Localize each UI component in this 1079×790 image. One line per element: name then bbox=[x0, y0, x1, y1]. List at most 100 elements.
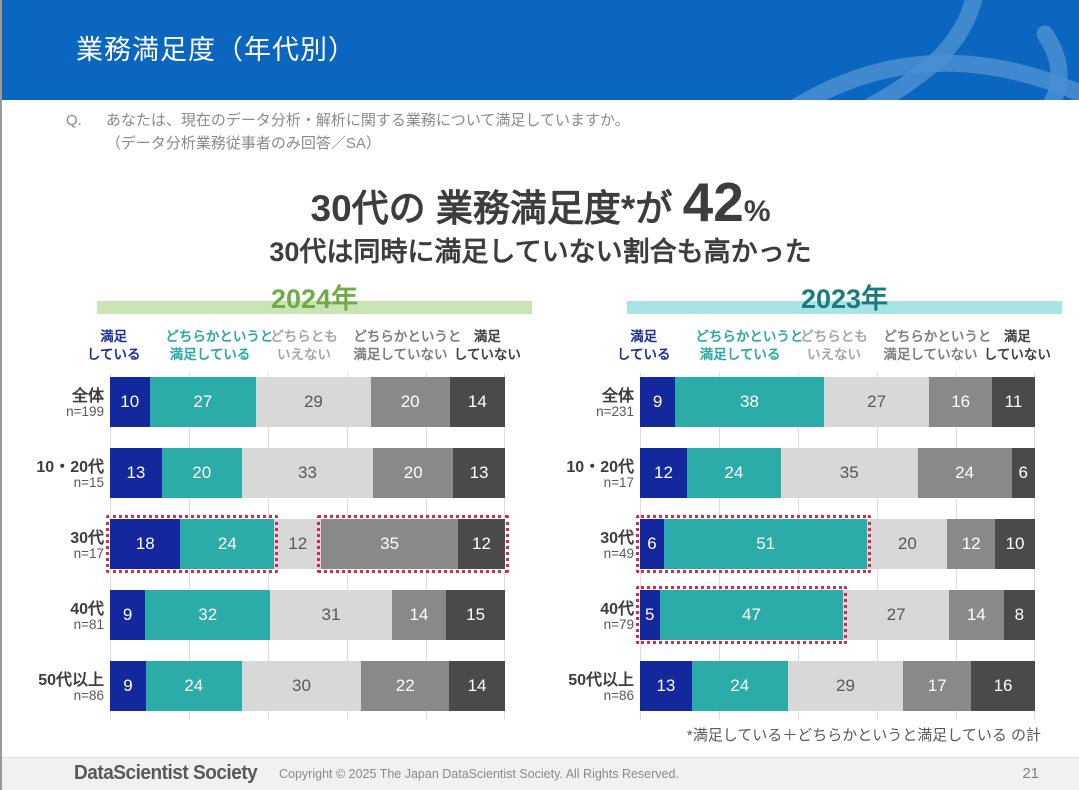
table-row: 全体 n=199 10 27 29 20 14 bbox=[62, 377, 532, 427]
sample-size-label: n=49 bbox=[603, 546, 634, 561]
category-label: 全体 bbox=[71, 388, 104, 405]
legend-label-line1: 満足 bbox=[100, 329, 128, 344]
bar-segment: 24 bbox=[180, 519, 275, 569]
bar-segment: 27 bbox=[149, 377, 257, 427]
legend-label-line1: どちらかというと bbox=[353, 329, 462, 344]
bar-segment: 9 bbox=[110, 661, 146, 711]
bar-segment: 27 bbox=[843, 590, 949, 640]
legend-label-line1: 満足 bbox=[630, 329, 658, 344]
legend-label-line2: いえない bbox=[277, 346, 332, 362]
copyright-text: Copyright © 2025 The Japan DataScientist… bbox=[279, 767, 679, 781]
category-label: 10・20代 bbox=[566, 459, 634, 476]
page-number: 21 bbox=[1022, 765, 1039, 782]
bar-segment: 24 bbox=[145, 661, 242, 711]
legend-label-line1: 満足 bbox=[473, 329, 501, 344]
legend-item: 満足 している bbox=[592, 328, 695, 372]
table-row: 10・20代 n=17 12 24 35 24 6 bbox=[566, 448, 1062, 498]
chart-year-title: 2024年 bbox=[270, 284, 359, 314]
legend-label-line2: いえない bbox=[807, 346, 862, 362]
stacked-bar: 18 24 12 35 12 bbox=[106, 515, 509, 573]
year-header-bar bbox=[627, 301, 1062, 314]
bar-segment: 10 bbox=[110, 377, 150, 427]
bar-segment: 31 bbox=[270, 590, 392, 640]
stacked-bar: 9 32 31 14 15 bbox=[110, 590, 505, 640]
legend-item: どちらかというと満足している bbox=[165, 328, 274, 372]
category-label: 10・20代 bbox=[36, 459, 104, 476]
row-label: 50代以上 n=86 bbox=[568, 661, 640, 711]
legend-label-line1: どちらとも bbox=[270, 329, 338, 344]
row-label: 30代 n=49 bbox=[592, 519, 640, 569]
year-header-bar bbox=[97, 301, 532, 314]
stacked-bar: 12 24 35 24 6 bbox=[640, 448, 1035, 498]
chart-year-title: 2023年 bbox=[800, 284, 889, 314]
row-label: 全体 n=231 bbox=[592, 377, 640, 427]
row-label: 10・20代 n=17 bbox=[566, 448, 640, 498]
row-label: 40代 n=81 bbox=[62, 590, 110, 640]
chart-year-header: 2024年 bbox=[97, 280, 532, 314]
row-label: 全体 n=199 bbox=[62, 377, 110, 427]
bar-segment: 14 bbox=[449, 377, 505, 427]
legend-label-line2: 満足していない bbox=[353, 346, 448, 362]
row-label: 50代以上 n=86 bbox=[38, 661, 110, 711]
legend-label-line1: どちらかというと bbox=[165, 329, 274, 344]
decorative-globe-graphic bbox=[791, 0, 1079, 100]
sample-size-label: n=17 bbox=[73, 546, 104, 561]
sample-size-label: n=79 bbox=[603, 617, 634, 632]
bar-segment: 12 bbox=[947, 519, 996, 569]
legend-label-line1: 満足 bbox=[1003, 329, 1031, 344]
chart-2023: 2023年 満足 している どちらかというと 満足している どちらとも いえない どちらかと… bbox=[566, 280, 1062, 719]
row-label: 10・20代 n=15 bbox=[36, 448, 110, 498]
bar-segment: 11 bbox=[991, 377, 1035, 427]
bar-segment: 12 bbox=[640, 448, 687, 498]
category-label: 50代以上 bbox=[38, 672, 104, 689]
bar-segment: 17 bbox=[903, 661, 972, 711]
legend-label-line2: 満足している bbox=[699, 346, 781, 362]
chart-legend: 満足 している どちらかというと 満足している どちらとも いえない どちらかというと 満足し… bbox=[592, 328, 1062, 372]
legend-item: どちらとも いえない bbox=[255, 328, 354, 372]
bar-segment: 47 bbox=[659, 590, 844, 640]
bar-segment: 29 bbox=[787, 661, 904, 711]
bar-segment: 22 bbox=[361, 661, 450, 711]
footer: DataScientist Society Copyright © 2025 T… bbox=[2, 757, 1079, 790]
bar-segment: 6 bbox=[1011, 448, 1035, 498]
bar-segment: 16 bbox=[971, 661, 1035, 711]
legend-label-line2: している bbox=[616, 346, 671, 362]
subheadline: 30代は同時に満足していない割合も高かった bbox=[269, 237, 812, 267]
headline-percent-sign: % bbox=[743, 195, 771, 228]
sample-size-label: n=231 bbox=[596, 404, 634, 419]
legend-label-line2: 満足している bbox=[169, 346, 251, 362]
stacked-bar: 9 38 27 16 11 bbox=[640, 377, 1035, 427]
headline-value: 42 bbox=[682, 171, 744, 233]
bar-segment: 13 bbox=[453, 448, 505, 498]
bar-segment: 20 bbox=[161, 448, 242, 498]
bar-segment: 38 bbox=[675, 377, 824, 427]
sample-size-label: n=15 bbox=[73, 475, 104, 490]
headline: 30代の 業務満足度*が 42% bbox=[2, 175, 1079, 238]
bar-segment: 15 bbox=[446, 590, 505, 640]
row-label: 40代 n=79 bbox=[592, 590, 640, 640]
table-row: 30代 n=49 6 51 20 12 10 bbox=[592, 515, 1062, 573]
legend-label-line2: 満足していない bbox=[883, 346, 978, 362]
sample-size-label: n=17 bbox=[603, 475, 634, 490]
bar-segment: 14 bbox=[391, 590, 447, 640]
bar-segment: 13 bbox=[640, 661, 692, 711]
category-label: 30代 bbox=[70, 530, 104, 547]
bar-segment: 14 bbox=[449, 661, 505, 711]
bar-segment: 29 bbox=[256, 377, 371, 427]
chart-year-header: 2023年 bbox=[627, 280, 1062, 314]
header-banner: 業務満足度（年代別） bbox=[2, 0, 1079, 100]
category-label: 40代 bbox=[600, 601, 634, 618]
bar-segment: 27 bbox=[823, 377, 930, 427]
category-label: 50代以上 bbox=[568, 672, 634, 689]
sample-size-label: n=199 bbox=[66, 404, 104, 419]
stacked-bar: 13 20 33 20 13 bbox=[110, 448, 505, 498]
chart-legend: 満足 している どちらかというと 満足している どちらとも いえない どちらかというと 満足し… bbox=[62, 328, 532, 372]
bar-segment: 18 bbox=[110, 519, 181, 569]
legend-label-line1: どちらかというと bbox=[883, 329, 992, 344]
legend-label-line1: どちらかというと bbox=[695, 329, 804, 344]
sample-size-label: n=86 bbox=[73, 688, 104, 703]
table-row: 30代 n=17 18 24 12 35 12 bbox=[62, 515, 532, 573]
question-text: あなたは、現在のデータ分析・解析に関する業務について満足していますか。 （データ… bbox=[106, 110, 630, 155]
bar-segment: 32 bbox=[145, 590, 271, 640]
